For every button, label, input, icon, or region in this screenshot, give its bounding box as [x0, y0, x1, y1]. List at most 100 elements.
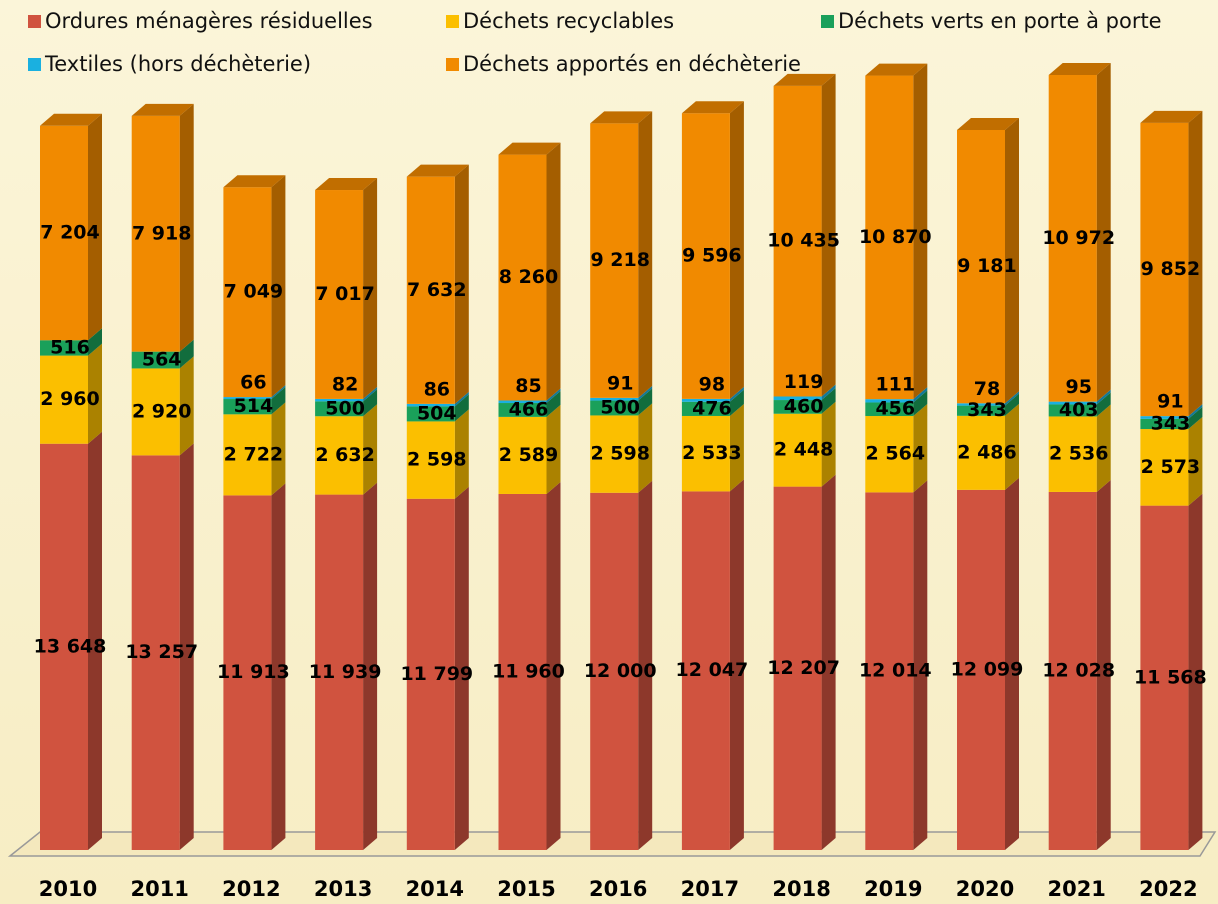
value-label: 2 598 — [590, 443, 650, 465]
bar-segment — [406, 403, 455, 407]
bar-side — [1005, 403, 1019, 490]
bar-side — [271, 483, 286, 850]
bar-segment — [498, 493, 547, 850]
x-tick-label: 2020 — [956, 877, 1014, 901]
bar-top — [865, 63, 928, 76]
bar-side — [1005, 117, 1019, 404]
bar-side — [638, 388, 653, 416]
value-label: 456 — [875, 398, 915, 420]
bar-segment — [498, 400, 547, 404]
bar-segment — [681, 398, 730, 402]
bar-segment — [223, 187, 272, 398]
value-label: 66 — [240, 372, 266, 394]
bar-side — [1096, 404, 1111, 492]
x-tick-label: 2018 — [772, 877, 830, 901]
bar-segment — [590, 492, 639, 850]
value-label: 7 918 — [132, 222, 192, 244]
bar-side — [913, 63, 928, 400]
value-label: 10 435 — [767, 230, 840, 252]
bar-segment — [865, 402, 914, 417]
value-label: 11 939 — [309, 661, 382, 683]
bar-side — [913, 480, 928, 850]
bar-segment — [957, 403, 1005, 406]
value-label: 12 099 — [951, 658, 1024, 680]
value-label: 514 — [234, 395, 274, 417]
bar-segment — [590, 397, 639, 401]
value-label: 2 564 — [866, 443, 926, 465]
value-label: 466 — [509, 398, 549, 420]
x-tick-label: 2016 — [589, 877, 647, 901]
bar-segment — [865, 416, 914, 493]
bar-top — [1140, 110, 1203, 123]
bar-segment — [131, 115, 180, 352]
bar-top — [1048, 63, 1111, 75]
bar-side — [546, 388, 561, 404]
bar-side — [638, 385, 653, 401]
bar-side — [1005, 393, 1019, 416]
x-tick-label: 2015 — [497, 877, 555, 901]
bar-segment — [957, 489, 1005, 850]
bar-side — [821, 474, 836, 850]
value-label: 91 — [1157, 391, 1183, 413]
x-tick-label: 2011 — [130, 877, 188, 901]
x-tick-label: 2022 — [1139, 877, 1197, 901]
bar-side — [729, 403, 744, 492]
bar-segment — [1140, 505, 1189, 850]
value-label: 2 920 — [132, 400, 192, 422]
bar-segment — [865, 399, 914, 403]
bar-side — [1005, 391, 1019, 406]
bar-top — [406, 164, 469, 177]
value-label: 12 028 — [1042, 659, 1115, 681]
bar-segment — [1048, 404, 1097, 417]
bar-segment — [498, 154, 547, 401]
value-label: 2 960 — [40, 388, 100, 410]
value-label: 12 207 — [767, 657, 840, 679]
bar-segment — [498, 403, 547, 417]
bar-segment — [406, 421, 455, 499]
value-label: 2 448 — [774, 439, 834, 461]
bar-side — [271, 387, 286, 415]
value-label: 11 913 — [217, 661, 290, 683]
value-label: 8 260 — [499, 266, 559, 288]
bar-side — [1188, 493, 1203, 850]
bar-segment — [223, 495, 272, 850]
value-label: 119 — [784, 371, 824, 393]
value-label: 2 486 — [957, 441, 1017, 463]
value-label: 403 — [1059, 399, 1099, 421]
legend-label: Textiles (hors déchèterie) — [44, 52, 311, 76]
bar-side — [363, 386, 378, 402]
bar-segment — [406, 406, 455, 422]
bar-side — [271, 402, 286, 496]
value-label: 78 — [974, 378, 1000, 400]
legend: Ordures ménagères résiduelles Déchets rec… — [28, 9, 1162, 76]
bar-side — [1096, 389, 1111, 405]
value-label: 2 573 — [1141, 456, 1201, 478]
value-label: 2 589 — [499, 444, 559, 466]
bar-segment — [865, 75, 914, 400]
value-label: 7 017 — [315, 283, 375, 305]
value-label: 95 — [1065, 376, 1091, 398]
bar-segment — [590, 415, 639, 493]
x-tick-label: 2013 — [314, 877, 372, 901]
bar-segment — [1048, 416, 1097, 492]
value-label: 2 533 — [682, 442, 742, 464]
bar-side — [454, 391, 469, 407]
bar-segment — [131, 351, 180, 369]
bar-segment — [223, 414, 272, 496]
bar-segment — [1048, 75, 1097, 402]
bar-segment — [957, 415, 1005, 490]
bar-side — [179, 339, 194, 369]
legend-swatch — [446, 58, 459, 71]
legend-swatch — [28, 15, 41, 28]
legend-swatch — [28, 58, 41, 71]
bar-segment — [590, 123, 639, 398]
bar-side — [638, 480, 653, 850]
bar-segment — [315, 494, 364, 850]
bar-segment — [1048, 491, 1097, 850]
bar-side — [1188, 417, 1203, 506]
value-label: 91 — [607, 372, 633, 394]
value-label: 500 — [325, 397, 365, 419]
bar-segment — [1140, 122, 1189, 417]
bar-segment — [590, 400, 639, 416]
